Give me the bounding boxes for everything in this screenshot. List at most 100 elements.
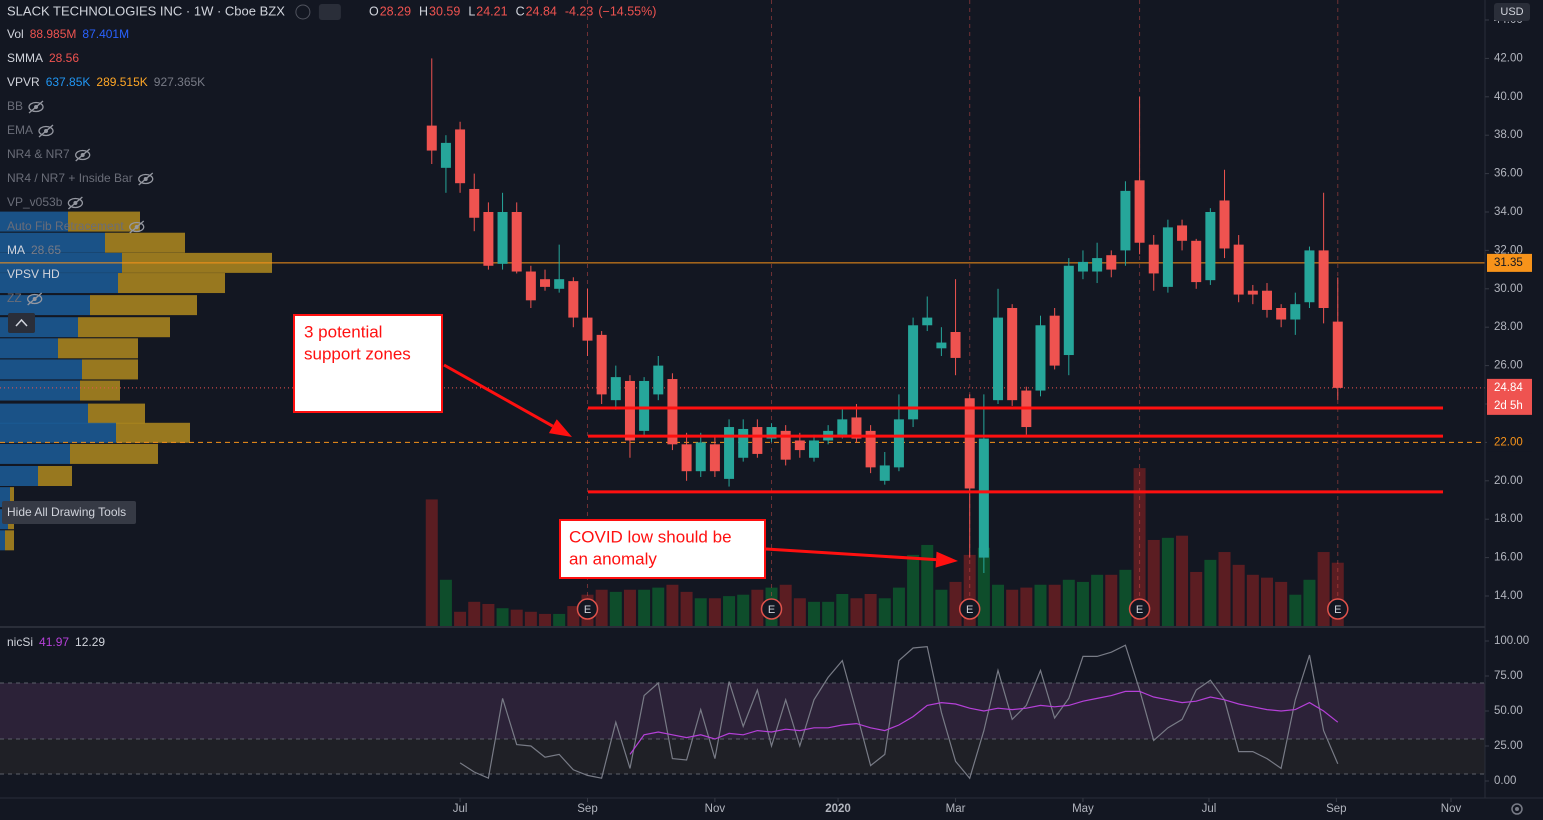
- volume-bar: [892, 587, 905, 626]
- volume-bar: [708, 598, 721, 626]
- x-tick-label: Jul: [453, 803, 468, 815]
- x-tick-label: Nov: [705, 803, 726, 815]
- earnings-marker[interactable]: [760, 598, 783, 620]
- x-tick-label: Jul: [1202, 803, 1217, 815]
- visibility-icon[interactable]: [129, 221, 145, 233]
- earnings-label: E: [966, 604, 973, 616]
- visibility-icon[interactable]: [38, 125, 54, 137]
- profile-up-bar: [0, 273, 118, 294]
- candle-body: [766, 427, 777, 439]
- candle-body: [752, 427, 763, 454]
- settings-icon-dot: [1515, 807, 1519, 811]
- earnings-marker[interactable]: [958, 598, 981, 620]
- oscillator-line: [629, 690, 1339, 755]
- visibility-icon[interactable]: [75, 149, 91, 161]
- candle-body: [709, 444, 720, 472]
- profile-down-bar: [78, 317, 170, 338]
- oscillator-band: [0, 683, 1485, 739]
- candle-body: [1233, 244, 1244, 295]
- candle-body: [993, 317, 1004, 401]
- volume-bar: [907, 554, 920, 626]
- indicator-name: VPVR: [7, 75, 40, 89]
- candle-body: [1177, 225, 1188, 241]
- candle-body: [653, 365, 664, 395]
- visibility-icon[interactable]: [28, 101, 44, 113]
- volume-bar: [822, 601, 835, 626]
- y-tick-label: 26.00: [1494, 360, 1523, 372]
- visibility-icon-slash: [138, 172, 154, 186]
- annotation-arrow: [765, 547, 937, 562]
- annotation-box[interactable]: [293, 314, 443, 413]
- indicator-value: 87.401M: [82, 27, 129, 41]
- y-tick-label: 100.00: [1494, 635, 1529, 647]
- y-tick-label: 36.00: [1494, 168, 1523, 180]
- candle-body: [1134, 180, 1145, 243]
- ohlc-key: O: [369, 4, 379, 18]
- chart-title: SLACK TECHNOLOGIES INC · 1W · Cboe BZX: [7, 3, 285, 18]
- annotation-arrowhead: [548, 419, 572, 437]
- candle-body: [1077, 261, 1088, 272]
- visibility-icon[interactable]: [138, 173, 154, 185]
- earnings-marker[interactable]: [1327, 598, 1349, 620]
- annotation-arrow: [443, 363, 554, 428]
- indicator-name: Auto Fib Retracement: [7, 219, 124, 233]
- oscillator-line: [459, 644, 1339, 780]
- candle-body: [624, 380, 635, 441]
- y-tick-label: 30.00: [1494, 283, 1523, 295]
- earnings-label: E: [1334, 604, 1341, 616]
- volume-bar: [793, 598, 806, 626]
- oscillator-value: 41.97: [39, 635, 69, 649]
- profile-down-bar: [88, 403, 145, 424]
- y-tick-label: 16.00: [1494, 552, 1523, 564]
- hide-drawings-button[interactable]: [2, 501, 136, 524]
- change-pct: (−14.55%): [598, 4, 656, 18]
- settings-icon[interactable]: [1511, 803, 1523, 815]
- earnings-marker[interactable]: [576, 598, 599, 620]
- candle-body: [455, 129, 466, 184]
- candle-body: [893, 419, 904, 468]
- profile-up-bar: [0, 530, 5, 551]
- candle-body: [1205, 212, 1216, 281]
- volume-bar: [1190, 571, 1203, 626]
- header-icon[interactable]: [295, 4, 311, 20]
- price-tag-label: 22.00: [1494, 436, 1523, 448]
- price-tag: [1487, 433, 1532, 452]
- candle-body: [908, 325, 919, 420]
- candle-body: [936, 342, 947, 349]
- volume-bar: [737, 594, 750, 626]
- y-tick-label: 42.00: [1494, 52, 1523, 64]
- candle-body: [540, 279, 551, 287]
- collapse-legend-button[interactable]: [8, 313, 35, 333]
- candle-body: [1007, 308, 1018, 401]
- volume-bar: [482, 603, 495, 626]
- volume-bar: [468, 601, 481, 626]
- annotation-box[interactable]: [559, 519, 766, 579]
- candle-body: [1318, 250, 1329, 308]
- candle-body: [780, 430, 791, 460]
- y-tick-label: 32.00: [1494, 244, 1523, 256]
- oscillator-pane: [0, 644, 1485, 780]
- oscillator-value: 12.29: [75, 635, 105, 649]
- visibility-icon[interactable]: [67, 197, 84, 209]
- candle-body: [525, 271, 536, 301]
- candle-body: [695, 442, 706, 472]
- header-icon-flag[interactable]: [318, 4, 341, 20]
- profile-down-bar: [58, 338, 138, 359]
- volume-bar: [623, 589, 636, 626]
- profile-up-bar: [0, 487, 10, 508]
- candle-body: [469, 188, 480, 218]
- profile-up-bar: [0, 359, 82, 380]
- volume-bar: [935, 589, 948, 626]
- candle-body: [1148, 244, 1159, 274]
- visibility-icon-slash: [75, 148, 91, 162]
- volume-bar: [1133, 468, 1146, 626]
- volume-bar: [992, 584, 1005, 626]
- volume-bar: [425, 499, 438, 626]
- currency-button[interactable]: [1494, 3, 1530, 21]
- earnings-marker[interactable]: [1128, 598, 1151, 620]
- ohlc-value: 24.84: [526, 4, 557, 18]
- visibility-icon[interactable]: [27, 293, 43, 305]
- volume-bar: [439, 579, 452, 626]
